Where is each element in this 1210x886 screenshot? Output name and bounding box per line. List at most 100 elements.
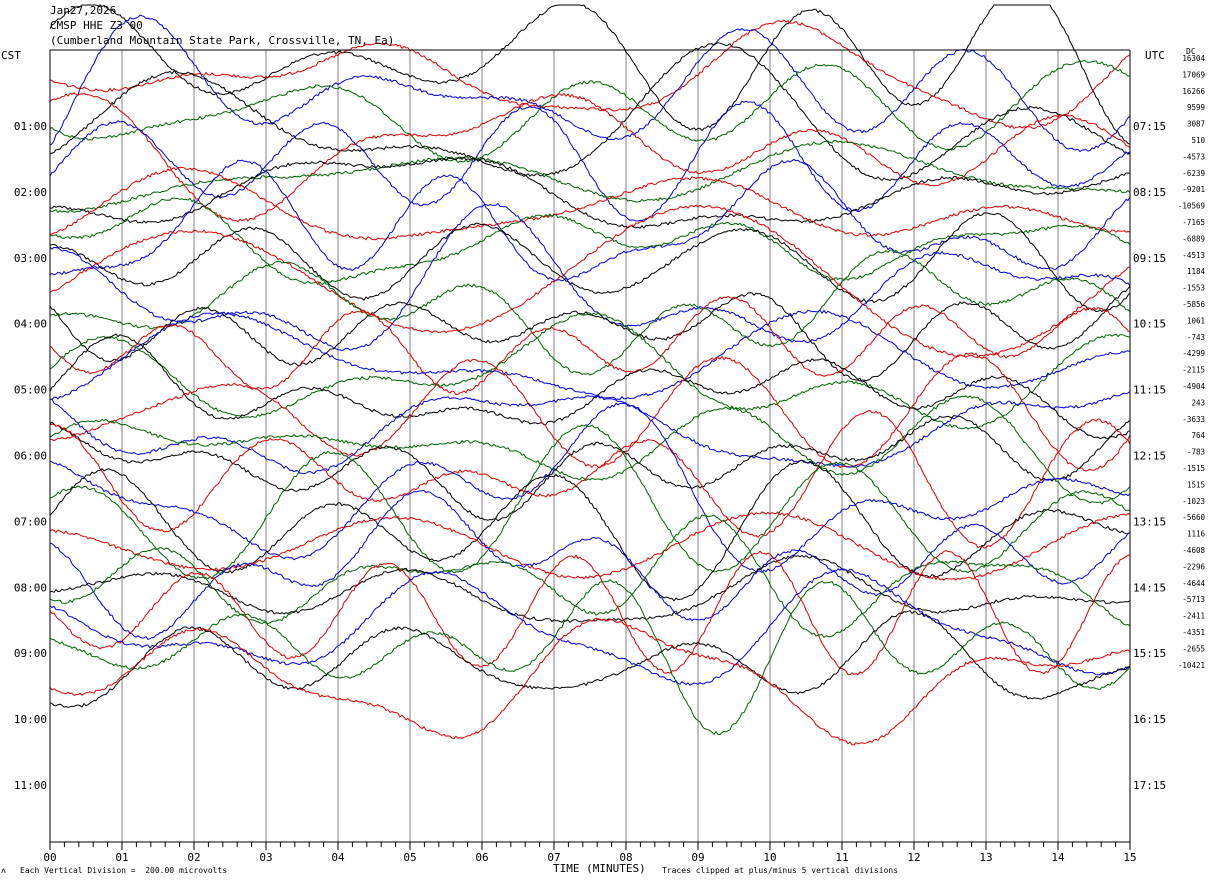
header-location: (Cumberland Mountain State Park, Crossvi… <box>50 34 395 47</box>
dc-offset-label: -5713 <box>1182 595 1205 604</box>
y-tick-label-cst: 06:00 <box>14 450 47 463</box>
dc-offset-label: -6239 <box>1182 169 1205 178</box>
y-tick-label-utc: 14:15 <box>1133 581 1166 594</box>
dc-offset-label: -4904 <box>1182 382 1205 391</box>
dc-offset-label: -4644 <box>1182 579 1205 588</box>
y-tick-label-cst: 08:00 <box>14 581 47 594</box>
seismic-traces <box>49 4 1131 746</box>
x-axis-title: TIME (MINUTES) <box>553 862 646 875</box>
header-station: CMSP HHE Z3 00 <box>50 19 143 32</box>
trace-green <box>49 249 1131 376</box>
trace-black <box>49 156 1131 229</box>
trace-black <box>49 285 1131 382</box>
dc-offset-label: 16304 <box>1182 54 1205 63</box>
dc-offset-label: -10421 <box>1178 661 1205 670</box>
dc-offset-label: -4573 <box>1182 152 1205 161</box>
y-tick-label-cst: 04:00 <box>14 318 47 331</box>
y-tick-label-cst: 10:00 <box>14 713 47 726</box>
left-axis-label: CST <box>1 49 21 62</box>
trace-blue <box>49 158 1131 282</box>
y-tick-label-cst: 05:00 <box>14 384 47 397</box>
x-tick-label: 01 <box>115 851 128 864</box>
clip-note: Traces clipped at plus/minus 5 vertical … <box>662 866 899 875</box>
dc-offset-label: -1023 <box>1182 497 1205 506</box>
x-tick-label: 02 <box>187 851 200 864</box>
trace-blue <box>49 100 1131 222</box>
x-tick-label: 07 <box>547 851 560 864</box>
trace-red <box>49 617 1131 746</box>
dc-offset-label: -5660 <box>1182 513 1205 522</box>
trace-red <box>49 166 1131 241</box>
trace-blue <box>49 14 1131 153</box>
trace-green <box>49 395 1131 505</box>
dc-label: DC <box>1186 47 1196 56</box>
dc-offset-label: -2296 <box>1182 562 1205 571</box>
y-tick-label-utc: 09:15 <box>1133 252 1166 265</box>
dc-offset-label: 3087 <box>1187 120 1205 129</box>
dc-offset-label: -743 <box>1187 333 1205 342</box>
x-tick-label: 09 <box>691 851 704 864</box>
x-tick-label: 13 <box>979 851 992 864</box>
trace-blue <box>49 489 1131 640</box>
dc-offset-label: -10569 <box>1178 202 1205 211</box>
dc-offset-label: -2655 <box>1182 644 1205 653</box>
dc-offset-label: 243 <box>1191 398 1205 407</box>
trace-red <box>49 204 1131 358</box>
dc-offset-label: -9201 <box>1182 185 1205 194</box>
trace-black <box>49 414 1131 522</box>
trace-green <box>49 514 1131 639</box>
x-tick-label: 03 <box>259 851 272 864</box>
trace-green <box>49 579 1131 736</box>
y-tick-label-utc: 12:15 <box>1133 450 1166 463</box>
trace-blue <box>49 568 1131 686</box>
trace-blue <box>49 202 1131 352</box>
dc-offset-label: -1553 <box>1182 284 1205 293</box>
dc-offset-label: -5856 <box>1182 300 1205 309</box>
trace-red <box>49 511 1131 581</box>
y-tick-label-cst: 01:00 <box>14 120 47 133</box>
x-tick-label: 08 <box>619 851 632 864</box>
y-tick-label-utc: 10:15 <box>1133 318 1166 331</box>
dc-offset-label: 17069 <box>1182 70 1205 79</box>
y-tick-label-cst: 02:00 <box>14 186 47 199</box>
trace-red <box>49 19 1131 130</box>
y-tick-label-cst: 09:00 <box>14 647 47 660</box>
trace-red <box>49 295 1131 395</box>
trace-blue <box>50 391 1131 475</box>
dc-offset-label: 9599 <box>1187 103 1205 112</box>
trace-blue <box>49 402 1131 574</box>
dc-offset-label: -7165 <box>1182 218 1205 227</box>
trace-black <box>49 4 1131 145</box>
right-axis-label: UTC <box>1145 49 1165 62</box>
dc-offset-label: -4513 <box>1182 251 1205 260</box>
y-tick-label-utc: 07:15 <box>1133 120 1166 133</box>
trace-green <box>49 312 1131 430</box>
axes <box>49 49 1131 850</box>
x-tick-label: 05 <box>403 851 416 864</box>
trace-black <box>49 42 1131 182</box>
trace-red <box>49 352 1131 472</box>
dc-offset-label: -4299 <box>1182 349 1205 358</box>
dc-offset-label: -4608 <box>1182 546 1205 555</box>
header-date: Jan27,2026 <box>50 4 117 17</box>
scale-note: Each Vertical Division = 200.00 microvol… <box>20 866 228 875</box>
dc-offset-label: 1061 <box>1187 316 1205 325</box>
dc-offset-label: -4351 <box>1182 628 1205 637</box>
trace-black <box>49 459 1131 602</box>
trace-black <box>49 610 1130 708</box>
x-tick-label: 15 <box>1123 851 1136 864</box>
y-tick-label-cst: 11:00 <box>14 779 47 792</box>
y-tick-label-utc: 15:15 <box>1133 647 1166 660</box>
y-tick-label-utc: 11:15 <box>1133 384 1166 397</box>
dc-offset-label: -783 <box>1187 448 1205 457</box>
trace-green <box>49 139 1131 214</box>
dc-offset-label: 1515 <box>1187 480 1205 489</box>
trace-red <box>49 550 1131 676</box>
dc-offset-label: 16266 <box>1182 87 1205 96</box>
trace-black <box>49 333 1131 440</box>
dc-offset-label: 510 <box>1191 136 1205 145</box>
dc-offset-label: -3633 <box>1182 415 1205 424</box>
trace-black <box>49 212 1131 313</box>
trace-green <box>49 197 1131 286</box>
